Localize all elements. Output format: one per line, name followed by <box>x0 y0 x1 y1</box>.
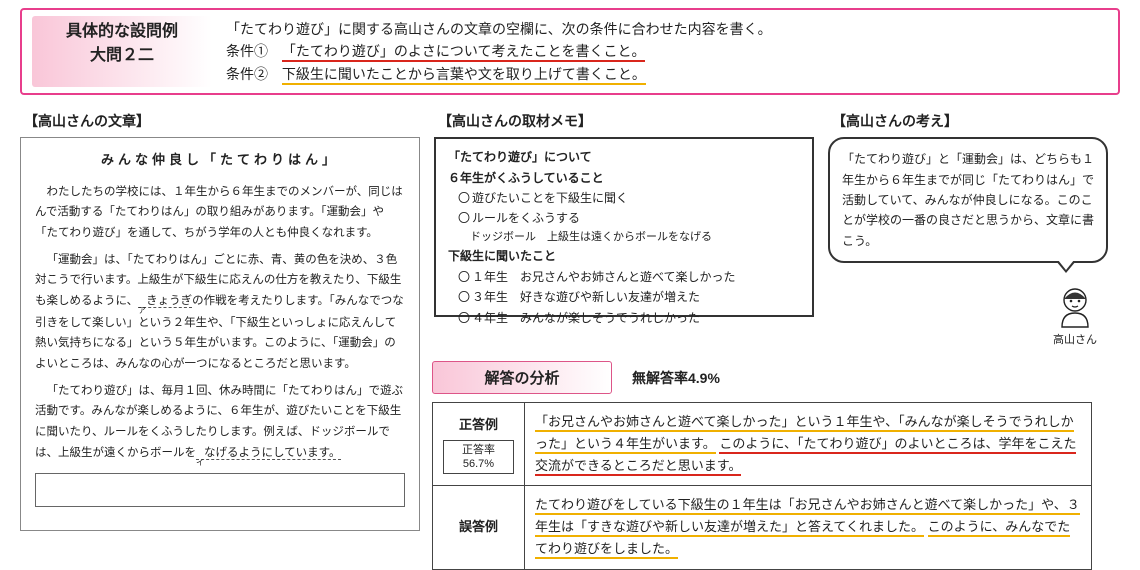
essay-title: みんな仲良し「たてわりはん」 <box>35 148 405 171</box>
correct-rate: 正答率56.7% <box>443 440 514 475</box>
analysis-table: 正答例 正答率56.7% 「お兄さんやお姉さんと遊べて楽しかった」という１年生や… <box>432 402 1092 570</box>
memo-s2b: ３年生 好きな遊びや新しい友達が増えた <box>458 287 800 307</box>
memo-list2: １年生 お兄さんやお姉さんと遊べて楽しかった ３年生 好きな遊びや新しい友達が増… <box>448 267 800 328</box>
header-intro: 「たてわり遊び」に関する高山さんの文章の空欄に、次の条件に合わせた内容を書く。 <box>226 18 1094 40</box>
ruby-a: アきょうぎ <box>138 295 192 308</box>
thought-text: 「たてわり遊び」と「運動会」は、どちらも１年生から６年生までが同じ「たてわりはん… <box>842 152 1094 248</box>
right-title: 【高山さんの考え】 <box>832 111 1108 131</box>
header-box: 具体的な設問例 大問２二 「たてわり遊び」に関する高山さんの文章の空欄に、次の条… <box>20 8 1120 95</box>
header-label: 具体的な設問例 大問２二 <box>32 16 212 87</box>
cond2-text: 下級生に聞いたことから言葉や文を取り上げて書くこと。 <box>282 66 646 85</box>
essay-p3: 「たてわり遊び」は、毎月１回、休み時間に「たてわりはん」で遊ぶ活動です。みんなが… <box>35 381 405 465</box>
memo-s2a: １年生 お兄さんやお姉さんと遊べて楽しかった <box>458 267 800 287</box>
analysis-header: 解答の分析 無解答率4.9% <box>432 361 1122 394</box>
correct-text-cell: 「お兄さんやお姉さんと遊べて楽しかった」という１年生や、「みんなが楽しそうでうれ… <box>525 403 1092 486</box>
no-response-rate: 無解答率4.9% <box>632 368 720 388</box>
wrong-text-cell: たてわり遊びをしている下級生の１年生は「お兄さんやお姉さんと遊べて楽しかった」や… <box>525 486 1092 569</box>
blank-answer-box <box>35 473 405 507</box>
thought-bubble: 「たてわり遊び」と「運動会」は、どちらも１年生から６年生までが同じ「たてわりはん… <box>828 137 1108 263</box>
cond1-label: 条件① <box>226 43 268 59</box>
wrong-row: 誤答例 たてわり遊びをしている下級生の１年生は「お兄さんやお姉さんと遊べて楽しか… <box>433 486 1092 569</box>
essay-p1: わたしたちの学校には、１年生から６年生までのメンバーが、同じはんで活動する「たて… <box>35 182 405 244</box>
cond2-label: 条件② <box>226 66 268 82</box>
header-line2: 大問２二 <box>38 44 206 68</box>
left-column: 【高山さんの文章】 みんな仲良し「たてわりはん」 わたしたちの学校には、１年生か… <box>20 105 420 531</box>
condition-2: 条件② 下級生に聞いたことから言葉や文を取り上げて書くこと。 <box>226 63 1094 85</box>
header-content: 「たてわり遊び」に関する高山さんの文章の空欄に、次の条件に合わせた内容を書く。 … <box>212 16 1108 87</box>
analysis-block: 解答の分析 無解答率4.9% 正答例 正答率56.7% 「お兄さんやお姉さんと遊… <box>432 343 1122 570</box>
mid-title: 【高山さんの取材メモ】 <box>438 111 814 131</box>
avatar-icon <box>1052 283 1098 329</box>
correct-label: 正答例 <box>443 414 514 436</box>
memo-sec1: ６年生がくふうしていること <box>448 168 800 188</box>
bubble-tail-icon <box>1056 261 1076 273</box>
memo-sec2: 下級生に聞いたこと <box>448 246 800 266</box>
memo-s1b: ルールをくふうする <box>458 208 800 228</box>
wrong-label: 誤答例 <box>433 486 525 569</box>
essay-p2: 「運動会」は、「たてわりはん」ごとに赤、青、黄の色を決め、３色対こうで行います。… <box>35 250 405 375</box>
cond1-text: 「たてわり遊び」のよさについて考えたことを書くこと。 <box>282 43 646 62</box>
memo-head: 「たてわり遊び」について <box>448 147 800 167</box>
correct-row: 正答例 正答率56.7% 「お兄さんやお姉さんと遊べて楽しかった」という１年生や… <box>433 403 1092 486</box>
memo-s1a: 遊びたいことを下級生に聞く <box>458 188 800 208</box>
memo-box: 「たてわり遊び」について ６年生がくふうしていること 遊びたいことを下級生に聞く… <box>434 137 814 317</box>
correct-label-cell: 正答例 正答率56.7% <box>433 403 525 486</box>
avatar: 高山さん <box>1052 283 1098 347</box>
analysis-title: 解答の分析 <box>432 361 612 394</box>
header-line1: 具体的な設問例 <box>38 20 206 44</box>
condition-1: 条件① 「たてわり遊び」のよさについて考えたことを書くこと。 <box>226 40 1094 62</box>
ruby-b: イなげるようにしています。 <box>196 447 341 460</box>
memo-s2c: ４年生 みんなが楽しそうでうれしかった <box>458 308 800 328</box>
left-title: 【高山さんの文章】 <box>24 111 420 131</box>
memo-list1: 遊びたいことを下級生に聞く ルールをくふうする <box>448 188 800 229</box>
essay-box: みんな仲良し「たてわりはん」 わたしたちの学校には、１年生から６年生までのメンバ… <box>20 137 420 531</box>
memo-s1b-sub: ドッジボール 上級生は遠くからボールをなげる <box>448 229 800 247</box>
